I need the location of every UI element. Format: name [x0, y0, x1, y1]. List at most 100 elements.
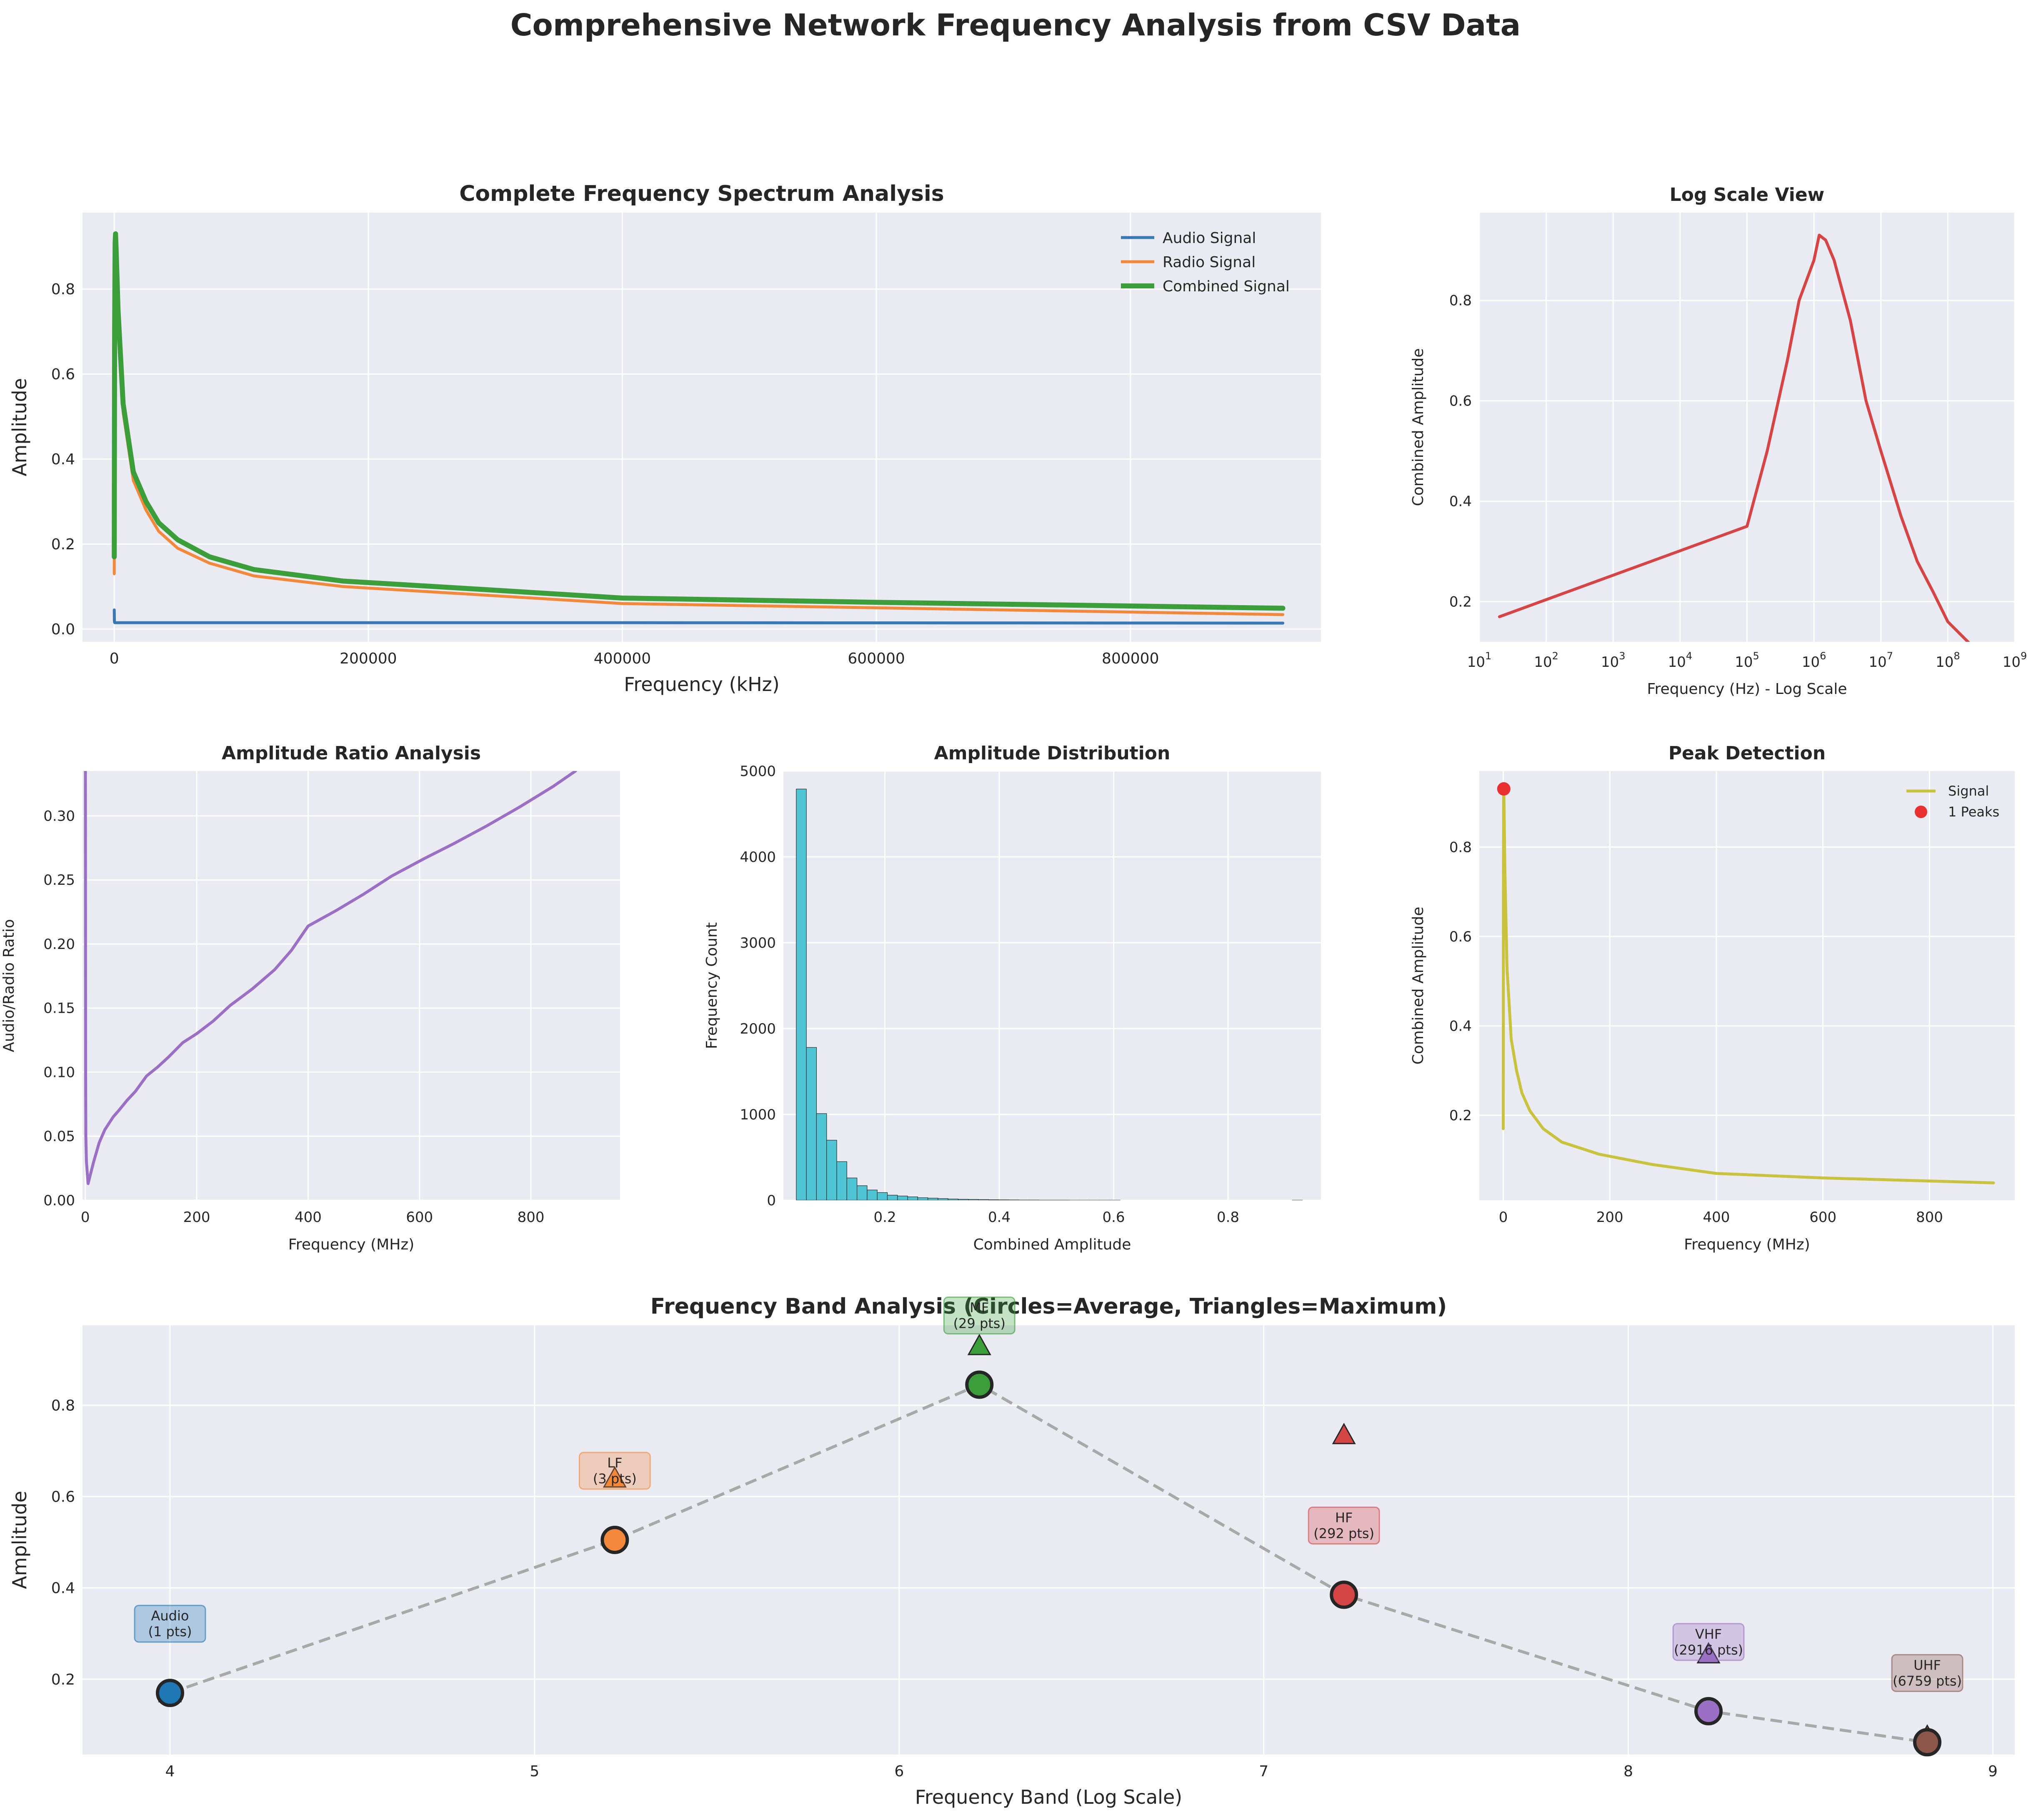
x-tick-label: 7: [1259, 1763, 1268, 1780]
band-average-line: [169, 1383, 1928, 1744]
y-tick-label: 0.10: [43, 1064, 75, 1081]
legend-label: 1 Peaks: [1948, 804, 1999, 820]
x-tick-label: 103: [1601, 650, 1626, 671]
y-axis-label: Frequency Count: [703, 922, 720, 1049]
band-label-box: [578, 1452, 651, 1490]
histogram-bar: [867, 1189, 878, 1200]
x-tick-base: 10: [1534, 654, 1552, 671]
band-label-name: MF: [970, 1299, 989, 1315]
histogram-bar: [917, 1197, 928, 1200]
band-max-triangle: [1332, 1422, 1356, 1444]
y-tick-label: 0.4: [51, 1580, 75, 1597]
series-line-combined-signal: [112, 231, 1286, 611]
x-axis-label: Frequency (Hz) - Log Scale: [1647, 681, 1847, 698]
y-tick-label: 0.2: [1449, 1107, 1472, 1124]
y-tick-label: 2000: [740, 1021, 776, 1037]
plot-area: [83, 1325, 2015, 1755]
y-tick-label: 0.00: [43, 1192, 75, 1209]
band-label-box: [1891, 1654, 1963, 1692]
band-label-count: (292 pts): [1313, 1525, 1374, 1541]
legend-label: Signal: [1948, 783, 1989, 799]
x-tick-label: 400: [295, 1209, 322, 1226]
band-avg-circle: [965, 1370, 994, 1399]
x-tick-label: 0.8: [1217, 1209, 1239, 1226]
histogram-bar: [907, 1197, 918, 1200]
x-tick-base: 10: [1735, 654, 1753, 671]
panel-title: Log Scale View: [1670, 184, 1825, 205]
y-axis-label: Combined Amplitude: [1410, 348, 1427, 506]
plot-area: [1479, 771, 2015, 1200]
band-label-count: (29 pts): [953, 1315, 1005, 1331]
band-label-box: [1308, 1506, 1380, 1545]
y-tick-label: 0.8: [1449, 293, 1472, 309]
x-tick-label: 600: [406, 1209, 433, 1226]
y-axis-label: Combined Amplitude: [1410, 907, 1427, 1065]
x-tick-exponent: 6: [1820, 650, 1826, 662]
histogram-bar: [806, 1047, 817, 1200]
x-axis-label: Frequency (kHz): [624, 673, 780, 696]
x-tick-label: 5: [530, 1763, 539, 1780]
band-label-name: LF: [607, 1455, 622, 1471]
x-tick-label: 102: [1534, 650, 1558, 671]
x-tick-exponent: 9: [2021, 650, 2027, 662]
panel-title: Frequency Band Analysis (Circles=Average…: [650, 1294, 1447, 1319]
x-tick-base: 10: [1467, 654, 1485, 671]
x-tick-exponent: 4: [1686, 650, 1692, 662]
x-tick-exponent: 7: [1887, 650, 1893, 662]
y-tick-label: 5000: [740, 763, 776, 780]
y-tick-label: 0.6: [1449, 393, 1472, 410]
band-label-count: (3 pts): [593, 1471, 637, 1487]
x-tick-label: 104: [1668, 650, 1693, 671]
histogram-bar: [857, 1185, 868, 1200]
x-tick-exponent: 5: [1753, 650, 1759, 662]
x-tick-label: 0.4: [988, 1209, 1010, 1226]
band-max-triangle: [1696, 1642, 1721, 1664]
x-tick-base: 10: [1601, 654, 1619, 671]
y-tick-label: 0.2: [51, 536, 75, 553]
panel-title: Complete Frequency Spectrum Analysis: [459, 181, 944, 206]
histogram-bar: [968, 1199, 979, 1200]
y-tick-label: 0.8: [51, 281, 75, 298]
plot-content: [169, 1383, 1928, 1744]
panel-title: Amplitude Ratio Analysis: [222, 743, 481, 764]
y-tick-label: 0.0: [51, 621, 75, 638]
histogram-bar: [836, 1161, 847, 1200]
series-line-audio-signal: [113, 608, 1285, 625]
x-tick-exponent: 3: [1619, 650, 1625, 662]
x-tick-label: 4: [165, 1763, 175, 1780]
band-label-name: Audio: [151, 1608, 189, 1624]
y-tick-label: 0.2: [1449, 594, 1472, 611]
band-avg-circle: [1913, 1728, 1942, 1757]
x-tick-label: 9: [1988, 1763, 1998, 1780]
plot-content: [1502, 787, 1995, 1184]
series-line-logscale: [1498, 233, 1970, 642]
x-tick-label: 800: [518, 1209, 545, 1226]
x-tick-label: 0.2: [874, 1209, 896, 1226]
plot-area: [783, 771, 1321, 1200]
charts: 0 200000 400000 600000 8000000.00.20.40.60.8…: [0, 181, 2027, 1808]
plot-content: [112, 231, 1286, 625]
band-max-triangle: [967, 1334, 991, 1355]
x-axis-label: Frequency (MHz): [1684, 1236, 1810, 1253]
x-tick-exponent: 8: [1953, 650, 1960, 662]
panel-ratio: 0 200 400 600 800 0.00 0.05 0.10 0.15 0.20 0.25 0.3…: [0, 743, 620, 1253]
band-label-box: [1672, 1623, 1745, 1661]
histogram-bar: [948, 1199, 959, 1200]
y-tick-label: 0.4: [51, 451, 75, 468]
y-tick-label: 0.30: [43, 808, 75, 825]
x-tick-label: 0: [81, 1209, 90, 1226]
histogram-bar: [958, 1199, 969, 1200]
band-label-name: VHF: [1695, 1626, 1722, 1642]
x-tick-label: 200: [183, 1209, 210, 1226]
histogram-bar: [928, 1198, 938, 1200]
y-tick-label: 0.6: [1449, 929, 1472, 945]
x-tick-exponent: 1: [1485, 650, 1491, 662]
legend-peak-swatch: [1915, 806, 1927, 818]
x-tick-label: 0.6: [1102, 1209, 1125, 1226]
histogram-bar: [978, 1199, 989, 1200]
x-tick-label: 109: [2003, 650, 2027, 671]
x-tick-label: 200: [1596, 1209, 1623, 1226]
peak-marker: [1497, 782, 1511, 796]
plot-content: [796, 789, 1303, 1200]
